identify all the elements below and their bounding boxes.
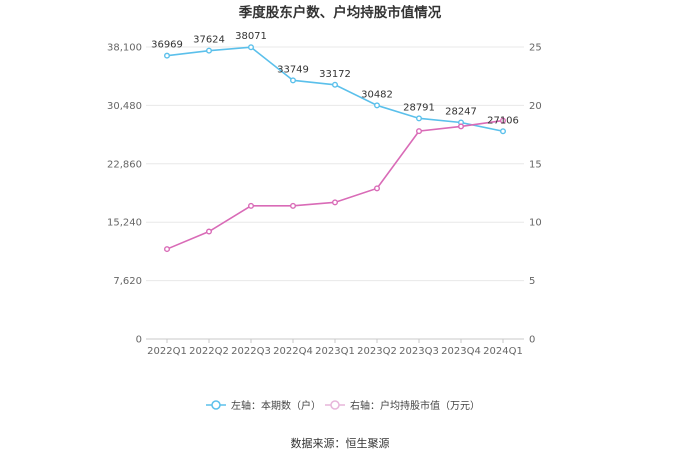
legend-item-holders[interactable]: 左轴：本期数（户） bbox=[206, 399, 321, 412]
x-tick-label: 2023Q3 bbox=[399, 346, 439, 357]
holders-data-label: 28247 bbox=[445, 107, 477, 118]
data-source: 数据来源：恒生聚源 bbox=[291, 436, 390, 450]
legend[interactable]: 左轴：本期数（户） 右轴：户均持股市值（万元） bbox=[206, 399, 480, 412]
left-axis: 0 7,620 15,240 22,860 30,480 38,100 bbox=[107, 43, 142, 346]
avg-value-point bbox=[500, 117, 507, 124]
right-tick-label: 5 bbox=[529, 276, 535, 287]
left-tick-label: 15,240 bbox=[107, 218, 142, 229]
avg-value-series-line bbox=[166, 119, 504, 250]
x-axis: 2022Q1 2022Q2 2022Q3 2022Q4 2023Q1 2023Q2 2023… bbox=[147, 339, 523, 357]
holders-point bbox=[247, 44, 254, 51]
holders-data-label: 37624 bbox=[193, 35, 225, 46]
holders-point bbox=[163, 52, 170, 59]
left-tick-label: 7,620 bbox=[113, 276, 142, 287]
right-tick-label: 0 bbox=[529, 335, 535, 346]
holders-point bbox=[332, 81, 339, 88]
left-tick-label: 0 bbox=[136, 335, 142, 346]
x-tick-label: 2023Q1 bbox=[315, 346, 355, 357]
avg-value-point bbox=[290, 202, 297, 209]
x-tick-label: 2022Q4 bbox=[273, 346, 313, 357]
avg-value-point bbox=[163, 246, 170, 253]
legend-holders-label: 左轴：本期数（户） bbox=[231, 399, 321, 412]
legend-holders-marker bbox=[211, 400, 221, 410]
x-tick-label: 2022Q1 bbox=[147, 346, 187, 357]
holders-series-line bbox=[166, 46, 504, 133]
holders-point bbox=[374, 102, 381, 109]
left-tick-label: 38,100 bbox=[107, 43, 142, 54]
holders-data-label: 33172 bbox=[319, 69, 351, 80]
data-labels: 36969 37624 38071 33749 33172 30482 28791 28247… bbox=[151, 31, 519, 126]
x-tick-label: 2023Q4 bbox=[441, 346, 481, 357]
holders-point bbox=[500, 128, 507, 135]
right-tick-label: 15 bbox=[529, 159, 542, 170]
holders-point bbox=[290, 77, 297, 84]
holders-data-label: 33749 bbox=[277, 64, 309, 75]
avg-value-point bbox=[205, 228, 212, 235]
right-tick-label: 25 bbox=[529, 43, 542, 54]
right-axis: 0 5 10 15 20 25 bbox=[529, 43, 542, 346]
x-tick-label: 2022Q2 bbox=[189, 346, 229, 357]
left-tick-label: 22,860 bbox=[107, 159, 142, 170]
x-tick-label: 2024Q1 bbox=[483, 346, 523, 357]
avg-value-point bbox=[247, 202, 254, 209]
holders-data-label: 28791 bbox=[403, 102, 435, 113]
holders-data-label: 36969 bbox=[151, 40, 183, 51]
legend-avg-value-label: 右轴：户均持股市值（万元） bbox=[350, 399, 480, 412]
avg-value-point bbox=[458, 123, 465, 130]
x-tick-label: 2022Q3 bbox=[231, 346, 271, 357]
avg-value-point bbox=[416, 128, 423, 135]
avg-value-point bbox=[332, 199, 339, 206]
holders-point bbox=[416, 115, 423, 122]
legend-avg-value-marker bbox=[330, 400, 340, 410]
x-tick-label: 2023Q2 bbox=[357, 346, 397, 357]
holders-data-label: 27106 bbox=[487, 115, 519, 126]
holders-point bbox=[205, 47, 212, 54]
right-tick-label: 10 bbox=[529, 218, 542, 229]
grid-lines bbox=[146, 46, 524, 340]
legend-item-avg-value[interactable]: 右轴：户均持股市值（万元） bbox=[325, 399, 480, 412]
series-layer bbox=[163, 44, 507, 253]
right-tick-label: 20 bbox=[529, 101, 542, 112]
holders-data-label: 30482 bbox=[361, 89, 393, 100]
left-tick-label: 30,480 bbox=[107, 101, 142, 112]
holders-data-label: 38071 bbox=[235, 31, 267, 42]
chart-title: 季度股东户数、户均持股市值情况 bbox=[238, 4, 442, 21]
avg-value-point bbox=[374, 185, 381, 192]
